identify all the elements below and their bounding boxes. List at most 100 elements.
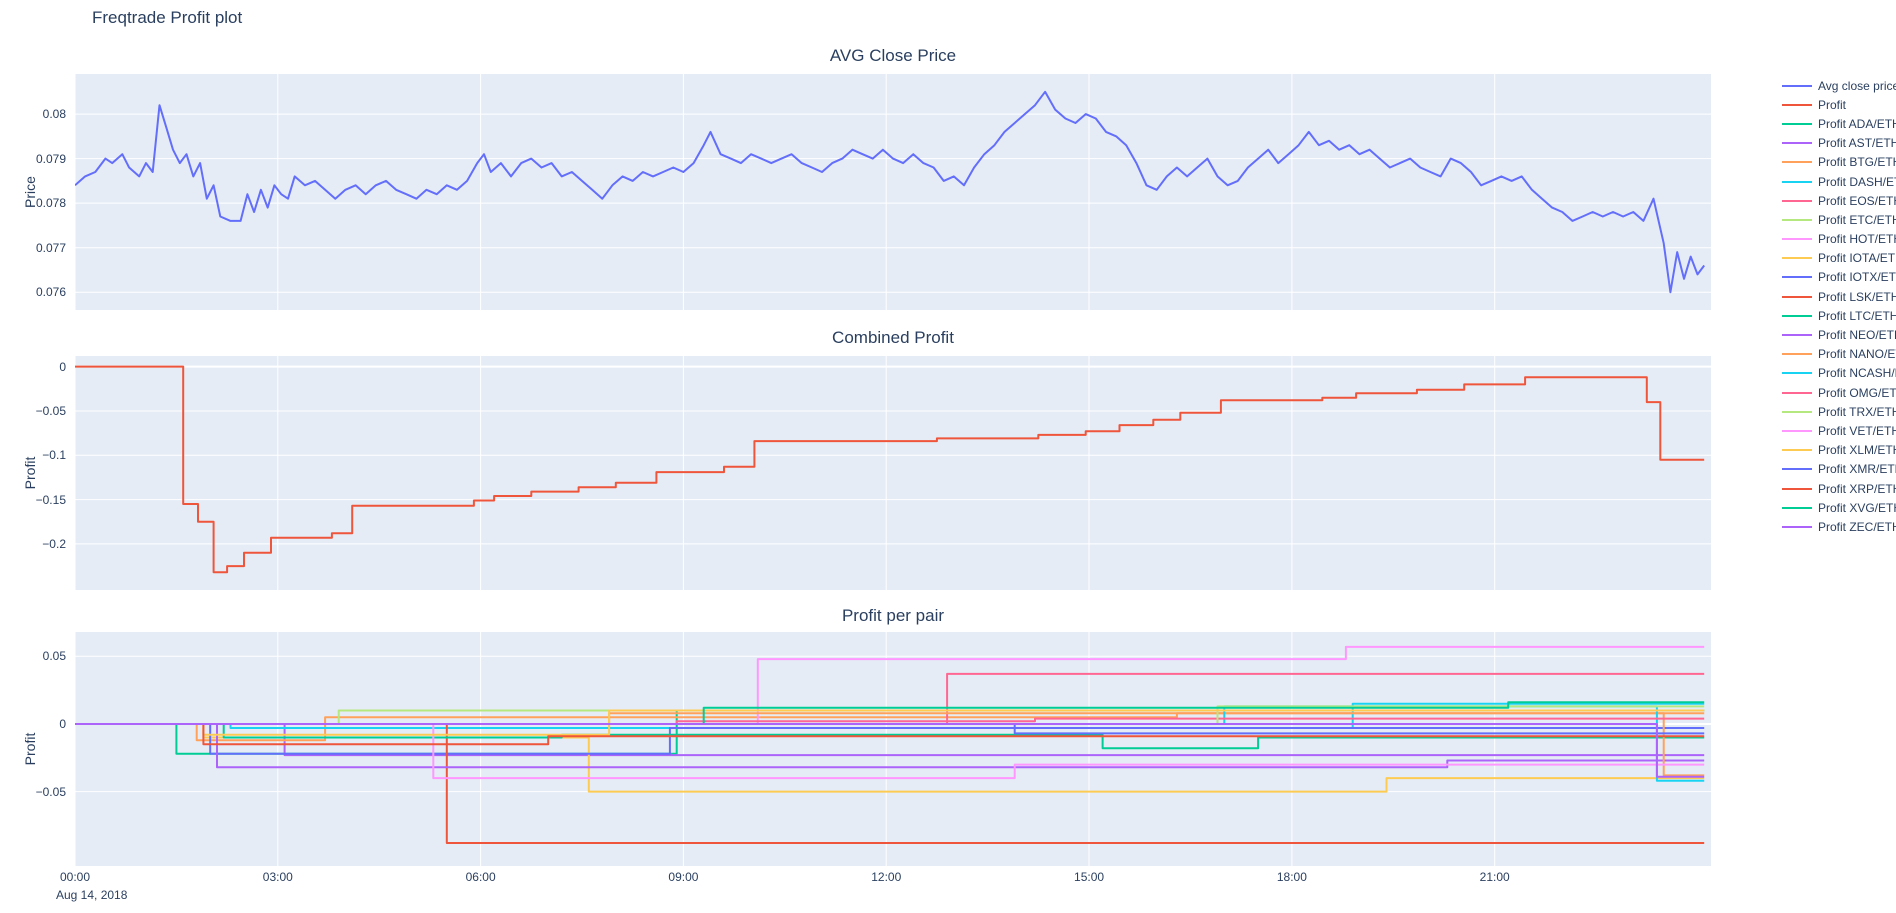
legend-line-sample bbox=[1782, 468, 1812, 471]
legend-item-profit-dash-eth[interactable]: Profit DASH/ETH bbox=[1782, 172, 1896, 191]
legend-item-profit-xmr-eth[interactable]: Profit XMR/ETH bbox=[1782, 460, 1896, 479]
legend-item-label: Profit TRX/ETH bbox=[1818, 404, 1896, 419]
legend-item-label: Profit IOTA/ETH bbox=[1818, 251, 1896, 266]
subplot-title-profit-per-pair: Profit per pair bbox=[841, 606, 945, 625]
legend-item-label: Profit LTC/ETH bbox=[1818, 308, 1896, 323]
legend-item-profit-nano-eth[interactable]: Profit NANO/ETH bbox=[1782, 345, 1896, 364]
y-tick-label: 0.076 bbox=[35, 285, 66, 300]
x-tick-label: 09:00 bbox=[668, 870, 699, 884]
legend-item-label: Profit NANO/ETH bbox=[1818, 347, 1896, 362]
legend-line-sample bbox=[1782, 525, 1812, 528]
legend-item-profit-xlm-eth[interactable]: Profit XLM/ETH bbox=[1782, 441, 1896, 460]
legend-item-avg-close-price[interactable]: Avg close price bbox=[1782, 76, 1896, 95]
legend-item-profit-trx-eth[interactable]: Profit TRX/ETH bbox=[1782, 402, 1896, 421]
x-tick-label: 15:00 bbox=[1074, 870, 1105, 884]
legend-line-sample bbox=[1782, 410, 1812, 413]
legend-item-profit-xvg-eth[interactable]: Profit XVG/ETH bbox=[1782, 498, 1896, 517]
legend-item-profit-neo-eth[interactable]: Profit NEO/ETH bbox=[1782, 325, 1896, 344]
legend-item-label: Profit LSK/ETH bbox=[1818, 289, 1896, 304]
legend-item-profit-ada-eth[interactable]: Profit ADA/ETH bbox=[1782, 114, 1896, 133]
x-tick-label: 03:00 bbox=[262, 870, 293, 884]
legend-item-label: Profit DASH/ETH bbox=[1818, 174, 1896, 189]
legend-item-profit-ltc-eth[interactable]: Profit LTC/ETH bbox=[1782, 306, 1896, 325]
y-tick-label: 0.077 bbox=[35, 240, 66, 255]
legend-item-profit-iota-eth[interactable]: Profit IOTA/ETH bbox=[1782, 249, 1896, 268]
legend-item-profit-etc-eth[interactable]: Profit ETC/ETH bbox=[1782, 210, 1896, 229]
legend-line-sample bbox=[1782, 142, 1812, 145]
y-axis-label-profit-per-pair: Profit bbox=[22, 732, 38, 766]
legend-item-profit[interactable]: Profit bbox=[1782, 95, 1896, 114]
subplot-title-avg-close-price: AVG Close Price bbox=[829, 46, 957, 65]
subplot-avg-close-price: AVG Close Price Price 0.08 0.079 0.078 0.07… bbox=[0, 44, 1896, 326]
legend-line-sample bbox=[1782, 199, 1812, 202]
subplot-combined-profit: Combined Profit Profit 0 −0.05 −0.1 −0.15 −0… bbox=[0, 326, 1896, 604]
avg-close-price-plot[interactable] bbox=[75, 74, 1711, 310]
legend-item-label: Profit ZEC/ETH bbox=[1818, 519, 1896, 534]
legend-line-sample bbox=[1782, 449, 1812, 452]
legend-line-sample bbox=[1782, 257, 1812, 260]
legend-item-profit-lsk-eth[interactable]: Profit LSK/ETH bbox=[1782, 287, 1896, 306]
y-tick-label: 0.08 bbox=[42, 107, 66, 122]
legend-item-label: Profit HOT/ETH bbox=[1818, 232, 1896, 247]
legend-item-profit-hot-eth[interactable]: Profit HOT/ETH bbox=[1782, 230, 1896, 249]
y-tick-label: 0.078 bbox=[35, 196, 66, 211]
legend-item-profit-ncash-eth[interactable]: Profit NCASH/ETH bbox=[1782, 364, 1896, 383]
subplot-profit-per-pair: Profit per pair Profit 0.05 0 −0.05 bbox=[0, 604, 1896, 870]
subplot-title-combined-profit: Combined Profit bbox=[832, 328, 954, 347]
legend-item-label: Profit XMR/ETH bbox=[1818, 462, 1896, 477]
legend-line-sample bbox=[1782, 295, 1812, 298]
legend-item-label: Profit IOTX/ETH bbox=[1818, 270, 1896, 285]
profit-per-pair-plot[interactable] bbox=[75, 632, 1711, 866]
legend-line-sample bbox=[1782, 334, 1812, 337]
legend-item-profit-xrp-eth[interactable]: Profit XRP/ETH bbox=[1782, 479, 1896, 498]
legend-item-label: Profit OMG/ETH bbox=[1818, 385, 1896, 400]
legend-item-profit-iotx-eth[interactable]: Profit IOTX/ETH bbox=[1782, 268, 1896, 287]
legend-line-sample bbox=[1782, 314, 1812, 317]
y-tick-label: −0.15 bbox=[35, 492, 66, 507]
legend-item-profit-vet-eth[interactable]: Profit VET/ETH bbox=[1782, 421, 1896, 440]
legend-item-label: Profit ADA/ETH bbox=[1818, 116, 1896, 131]
legend-item-label: Profit XVG/ETH bbox=[1818, 500, 1896, 515]
legend-item-profit-eos-eth[interactable]: Profit EOS/ETH bbox=[1782, 191, 1896, 210]
legend-line-sample bbox=[1782, 238, 1812, 241]
series-profit-zec-eth bbox=[75, 723, 1705, 778]
legend-line-sample bbox=[1782, 84, 1812, 87]
series-avg-close-price bbox=[75, 90, 1705, 294]
page-title: Freqtrade Profit plot bbox=[92, 8, 243, 27]
x-axis-tick-labels: 00:00 03:00 06:00 09:00 12:00 15:00 18:00 21:00 bbox=[0, 870, 1896, 886]
y-tick-label: −0.1 bbox=[42, 448, 66, 463]
legend-line-sample bbox=[1782, 429, 1812, 432]
y-tick-label: 0 bbox=[59, 359, 66, 374]
legend-item-label: Avg close price bbox=[1818, 78, 1896, 93]
series-profit bbox=[75, 365, 1705, 574]
legend-line-sample bbox=[1782, 372, 1812, 375]
legend-item-profit-ast-eth[interactable]: Profit AST/ETH bbox=[1782, 134, 1896, 153]
series-profit-ltc-eth bbox=[75, 723, 1705, 750]
x-tick-label: 18:00 bbox=[1276, 870, 1307, 884]
x-tick-label: 06:00 bbox=[465, 870, 496, 884]
legend-item-label: Profit EOS/ETH bbox=[1818, 193, 1896, 208]
legend-item-label: Profit ETC/ETH bbox=[1818, 212, 1896, 227]
legend-line-sample bbox=[1782, 353, 1812, 356]
legend-line-sample bbox=[1782, 391, 1812, 394]
y-tick-label: 0.05 bbox=[42, 649, 66, 664]
x-axis-date-label: Aug 14, 2018 bbox=[56, 888, 128, 902]
legend-item-profit-zec-eth[interactable]: Profit ZEC/ETH bbox=[1782, 517, 1896, 536]
legend-item-profit-btg-eth[interactable]: Profit BTG/ETH bbox=[1782, 153, 1896, 172]
legend-line-sample bbox=[1782, 218, 1812, 221]
y-tick-label: −0.2 bbox=[42, 536, 66, 551]
legend-item-label: Profit AST/ETH bbox=[1818, 136, 1896, 151]
x-tick-label: 12:00 bbox=[871, 870, 902, 884]
legend-item-label: Profit VET/ETH bbox=[1818, 423, 1896, 438]
x-tick-label: 21:00 bbox=[1479, 870, 1510, 884]
legend-item-label: Profit XRP/ETH bbox=[1818, 481, 1896, 496]
combined-profit-plot[interactable] bbox=[75, 356, 1711, 590]
legend: Avg close price Profit Profit ADA/ETH Profi… bbox=[1782, 76, 1896, 537]
legend-item-label: Profit bbox=[1818, 97, 1847, 112]
legend-line-sample bbox=[1782, 506, 1812, 509]
legend-line-sample bbox=[1782, 161, 1812, 164]
y-tick-label: −0.05 bbox=[35, 784, 66, 799]
legend-item-profit-omg-eth[interactable]: Profit OMG/ETH bbox=[1782, 383, 1896, 402]
y-tick-label: 0 bbox=[59, 716, 66, 731]
